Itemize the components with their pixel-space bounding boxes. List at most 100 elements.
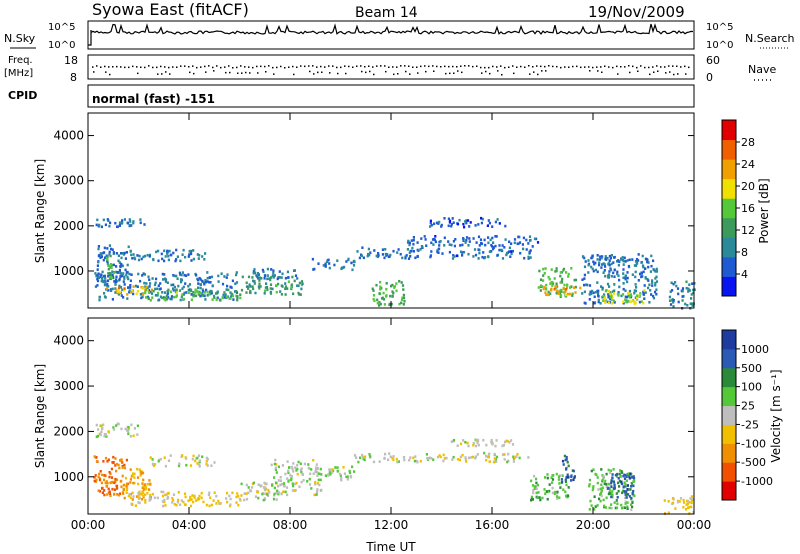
freq-dot	[472, 65, 474, 68]
power-cell	[448, 243, 451, 246]
power-cell	[414, 256, 417, 260]
velocity-cell	[140, 498, 144, 501]
power-cell	[115, 265, 118, 268]
power-cell	[609, 268, 613, 272]
freq-dot	[588, 66, 590, 68]
velocity-cell	[612, 487, 615, 490]
power-cell	[270, 268, 273, 271]
velocity-cell	[131, 503, 134, 506]
velocity-cell	[273, 476, 276, 479]
power-cell	[559, 281, 562, 284]
velocity-cell	[154, 463, 157, 466]
velocity-cell	[245, 483, 248, 487]
velocity-cell	[277, 492, 280, 496]
power-cell	[226, 284, 229, 288]
velocity-cell	[630, 496, 633, 500]
nave-dot	[157, 73, 159, 75]
power-cell	[127, 277, 130, 281]
velocity-cell	[427, 457, 430, 460]
power-cell	[196, 290, 199, 294]
power-cell	[488, 221, 491, 225]
velocity-cell	[295, 469, 298, 472]
freq-dot	[452, 65, 454, 68]
power-cell	[597, 295, 600, 298]
power-cell	[381, 253, 384, 256]
velocity-cell	[140, 493, 144, 496]
power-cell	[604, 298, 607, 301]
power-cell	[372, 297, 375, 301]
freq-dot	[384, 65, 386, 67]
power-cell	[217, 280, 220, 283]
power-cell	[404, 255, 407, 259]
velocity-cell	[217, 499, 220, 503]
power-cell	[652, 268, 655, 271]
power-cell	[453, 255, 456, 258]
freq-dot	[168, 66, 170, 69]
velocity-cell	[488, 460, 491, 463]
power-cell	[672, 299, 675, 302]
velocity-cell	[452, 455, 455, 459]
velocity-cell	[309, 472, 312, 476]
velocity-cell	[387, 458, 390, 462]
nave-dot	[245, 71, 247, 74]
power-cell	[536, 241, 540, 244]
power-cell	[645, 258, 648, 261]
power-cell	[510, 242, 513, 245]
velocity-cell	[109, 494, 112, 497]
velocity-cell	[602, 475, 605, 478]
velocity-cell	[265, 482, 268, 486]
velocity-cell	[627, 493, 630, 496]
nave-dot	[317, 71, 319, 74]
velocity-cell	[339, 474, 342, 478]
power-cell	[167, 258, 170, 262]
power-cell	[385, 287, 388, 291]
power-cell	[603, 295, 606, 299]
power-cell	[646, 260, 649, 264]
velocity-cell	[559, 486, 562, 489]
power-cell	[651, 279, 654, 282]
power-cell	[215, 298, 218, 301]
power-cell	[108, 244, 111, 247]
power-cell	[624, 260, 627, 263]
velocity-cell	[535, 487, 538, 491]
velocity-cell	[667, 511, 670, 515]
velocity-cell	[631, 501, 634, 504]
velocity-cell	[136, 424, 139, 428]
velocity-cell	[103, 432, 106, 436]
velocity-cell	[565, 495, 568, 499]
velocity-cell	[688, 500, 691, 504]
power-cell	[421, 245, 424, 248]
velocity-cell	[624, 500, 627, 504]
power-cell	[633, 302, 636, 305]
velocity-cell	[122, 492, 125, 495]
velocity-cell	[614, 506, 617, 510]
velocity-cell	[300, 467, 303, 470]
power-cell	[231, 279, 234, 283]
freq-dot	[432, 65, 434, 67]
power-cell	[681, 287, 685, 290]
velocity-cell	[343, 472, 346, 475]
power-cell	[100, 225, 103, 229]
power-cell	[151, 296, 154, 299]
velocity-cell	[537, 491, 540, 494]
freq-dot	[544, 65, 546, 68]
velocity-cell	[288, 466, 291, 469]
power-cell	[487, 219, 490, 222]
power-cell	[164, 298, 167, 302]
velocity-cell	[277, 484, 280, 488]
power-cell	[111, 298, 114, 301]
power-cell	[358, 256, 361, 260]
x-tick-label: 04:00	[172, 518, 207, 532]
velocity-cell	[535, 477, 538, 481]
velocity-cell	[588, 478, 592, 482]
power-cell	[350, 261, 353, 265]
velocity-cell	[403, 458, 406, 462]
power-cell	[266, 277, 269, 281]
freq-dot	[284, 67, 286, 69]
freq-unit: [MHz]	[4, 68, 33, 79]
power-cell	[172, 283, 175, 287]
power-cell	[287, 280, 290, 283]
velocity-cell	[605, 496, 608, 500]
power-cell	[229, 285, 232, 289]
power-cell	[627, 292, 630, 295]
